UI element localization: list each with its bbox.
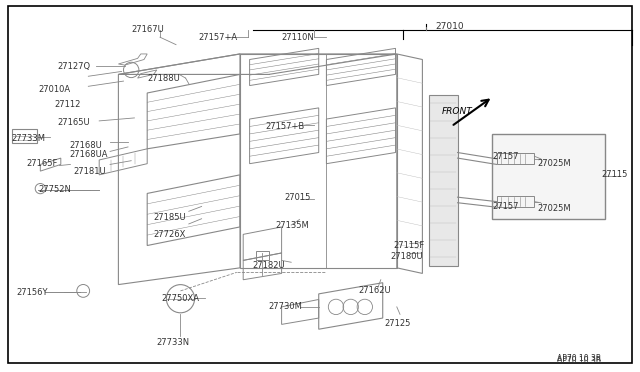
Bar (12, 129, 37, 143)
Text: 27157: 27157 (493, 152, 519, 161)
Text: 27182U: 27182U (253, 262, 285, 270)
Text: 27165F: 27165F (27, 159, 58, 168)
Text: 27188U: 27188U (147, 74, 180, 83)
Bar (492, 134, 605, 219)
Text: 27733M: 27733M (12, 134, 45, 143)
Polygon shape (429, 95, 458, 266)
Text: 27726X: 27726X (154, 230, 186, 239)
Text: AP70 10 3R: AP70 10 3R (557, 356, 601, 365)
Text: 27168UA: 27168UA (69, 150, 108, 159)
Text: 27168U: 27168U (69, 141, 102, 150)
Text: 27010A: 27010A (38, 85, 70, 94)
Text: 27112: 27112 (54, 100, 81, 109)
Bar (497, 196, 534, 207)
Text: 27010: 27010 (435, 22, 464, 31)
Bar (256, 251, 269, 260)
Text: 27115: 27115 (602, 170, 628, 179)
Text: 27157: 27157 (493, 202, 519, 211)
Text: 27730M: 27730M (269, 302, 303, 311)
Text: AP70 10 3R: AP70 10 3R (557, 355, 601, 363)
Text: 27135M: 27135M (275, 221, 309, 230)
Text: FRONT: FRONT (442, 107, 472, 116)
Text: 27167U: 27167U (131, 25, 164, 34)
Text: 27157+A: 27157+A (198, 33, 237, 42)
Text: 27733N: 27733N (157, 338, 190, 347)
Text: 27125: 27125 (384, 319, 410, 328)
Text: 27157+B: 27157+B (266, 122, 305, 131)
Text: 27127Q: 27127Q (58, 62, 91, 71)
Text: 27181U: 27181U (74, 167, 106, 176)
Text: 27750XA: 27750XA (161, 294, 199, 303)
Text: 27015: 27015 (285, 193, 311, 202)
Text: 27025M: 27025M (538, 204, 572, 213)
Text: 27185U: 27185U (154, 213, 186, 222)
Text: 27156Y: 27156Y (16, 288, 47, 296)
Bar (497, 153, 534, 164)
Text: 27162U: 27162U (358, 286, 391, 295)
Text: 27115F: 27115F (394, 241, 425, 250)
Text: 27110N: 27110N (282, 33, 314, 42)
Text: 27025M: 27025M (538, 159, 572, 168)
Text: 27180U: 27180U (390, 252, 423, 261)
Text: 27165U: 27165U (58, 118, 90, 127)
Text: 27752N: 27752N (38, 185, 71, 194)
